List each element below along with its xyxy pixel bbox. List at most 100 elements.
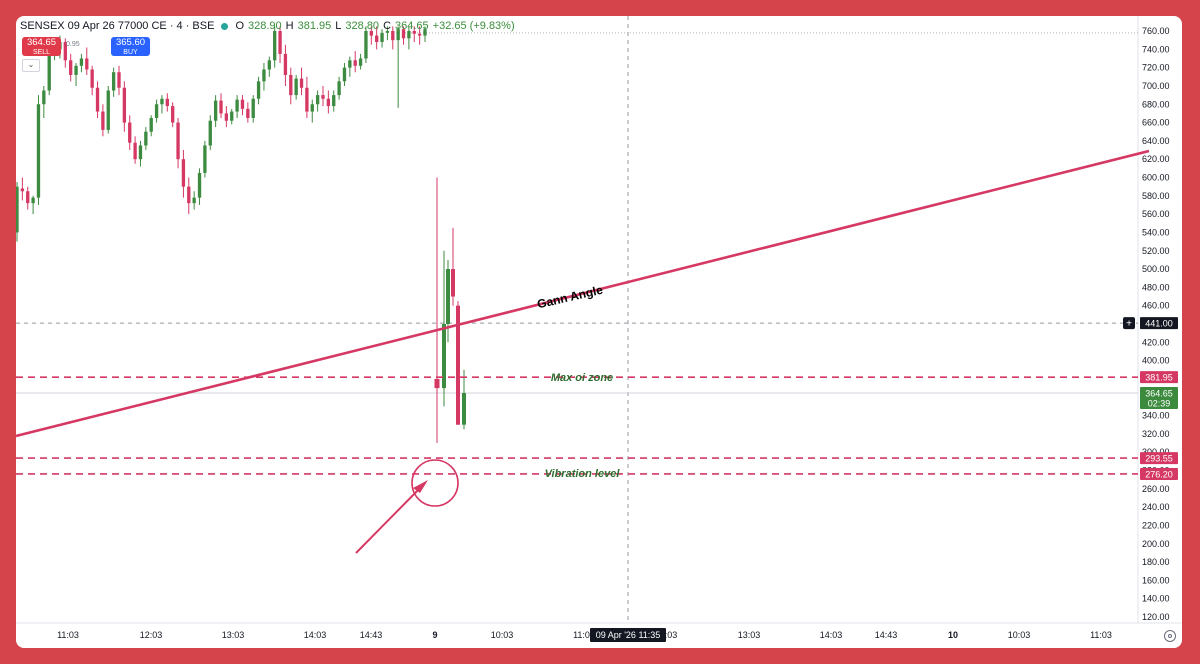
gann-angle-line[interactable] [16,149,1150,438]
candle[interactable] [417,33,422,36]
candle[interactable] [197,172,202,198]
price-label-276.20: 276.20 [1145,469,1173,479]
candle[interactable] [396,29,400,41]
highlight-circle[interactable] [411,459,459,507]
candle[interactable] [412,31,416,34]
candle[interactable] [47,53,51,91]
buy-button[interactable]: 365.60 BUY [111,37,150,56]
candle[interactable] [289,74,293,96]
candle[interactable] [267,60,271,70]
candle[interactable] [348,60,352,68]
candle[interactable] [283,53,288,75]
candle[interactable] [353,60,357,66]
sell-label: SELL [32,49,51,56]
candle[interactable] [262,69,266,82]
candle[interactable] [208,120,212,146]
candle[interactable] [315,95,320,105]
candle[interactable] [79,58,84,66]
candle[interactable] [434,378,440,389]
candle[interactable] [111,72,116,91]
candle[interactable] [165,98,169,107]
y-tick-label: 480.00 [1142,282,1170,292]
candle[interactable] [101,111,105,130]
candle[interactable] [144,131,148,146]
candle[interactable] [122,87,127,123]
candle[interactable] [128,122,132,143]
candle[interactable] [321,95,325,99]
candle[interactable] [446,269,450,324]
candle[interactable] [256,81,261,99]
candle[interactable] [326,98,331,107]
candle[interactable] [219,100,223,114]
candle[interactable] [154,104,159,118]
candle[interactable] [90,69,94,88]
candle[interactable] [246,108,250,118]
x-tick-label: 11:03 [573,630,595,640]
candle[interactable] [385,31,390,33]
candle[interactable] [407,31,411,39]
candle[interactable] [456,305,460,425]
y-tick-label: 620.00 [1142,154,1170,164]
candle[interactable] [95,87,100,112]
candle[interactable] [16,186,19,233]
symbol-title[interactable]: SENSEX 09 Apr 26 77000 CE · 4 · BSE [20,20,215,32]
candle[interactable] [423,29,427,36]
candle[interactable] [133,142,137,160]
candle[interactable] [332,95,336,107]
high-value: 381.95 [297,20,332,32]
candle[interactable] [187,186,191,204]
candle[interactable] [401,29,406,39]
candle[interactable] [149,117,153,132]
candle[interactable] [160,98,164,105]
candle[interactable] [240,99,245,109]
candle[interactable] [278,31,282,54]
candle[interactable] [305,87,309,112]
candle[interactable] [451,269,455,297]
candle[interactable] [85,58,89,70]
sell-button[interactable]: 364.65 SELL [22,37,61,56]
candle[interactable] [294,78,298,96]
candle[interactable] [63,41,67,61]
candle[interactable] [369,31,373,36]
candle[interactable] [342,67,347,82]
candle[interactable] [375,35,379,42]
candle[interactable] [203,145,207,173]
candle[interactable] [31,197,35,204]
gear-icon[interactable] [1164,630,1176,642]
candle[interactable] [230,111,234,121]
candle[interactable] [74,65,78,75]
candle[interactable] [380,32,384,42]
candle[interactable] [462,392,466,425]
candle[interactable] [176,122,180,160]
candle[interactable] [364,31,368,59]
y-tick-label: 660.00 [1142,118,1170,128]
y-tick-label: 460.00 [1142,301,1170,311]
candle[interactable] [251,98,255,118]
candle[interactable] [20,188,25,192]
candle[interactable] [36,104,41,198]
add-alert-icon[interactable] [1123,317,1135,330]
candle[interactable] [138,145,143,160]
candle[interactable] [337,81,341,96]
chevron-down-icon[interactable]: ⌄ [22,59,40,72]
candle[interactable] [192,197,196,204]
candle[interactable] [213,100,218,121]
change-value: +32.65 (+9.83%) [432,20,515,32]
candle[interactable] [181,159,186,187]
candle[interactable] [171,106,175,123]
candle[interactable] [358,58,363,66]
candle[interactable] [299,78,304,88]
candle[interactable] [442,324,446,389]
candle[interactable] [106,90,110,130]
candle[interactable] [117,72,121,88]
candle[interactable] [235,99,239,112]
candle[interactable] [224,113,229,121]
candle[interactable] [42,90,46,105]
candle[interactable] [69,60,73,75]
candle[interactable] [310,104,314,112]
arrow-line[interactable] [355,482,426,554]
candle[interactable] [391,31,395,41]
candle[interactable] [26,191,30,204]
candle[interactable] [273,31,277,61]
price-chart[interactable]: 760.00 740.00 720.00 700.00 680.00 660.00 640.… [16,16,1182,648]
